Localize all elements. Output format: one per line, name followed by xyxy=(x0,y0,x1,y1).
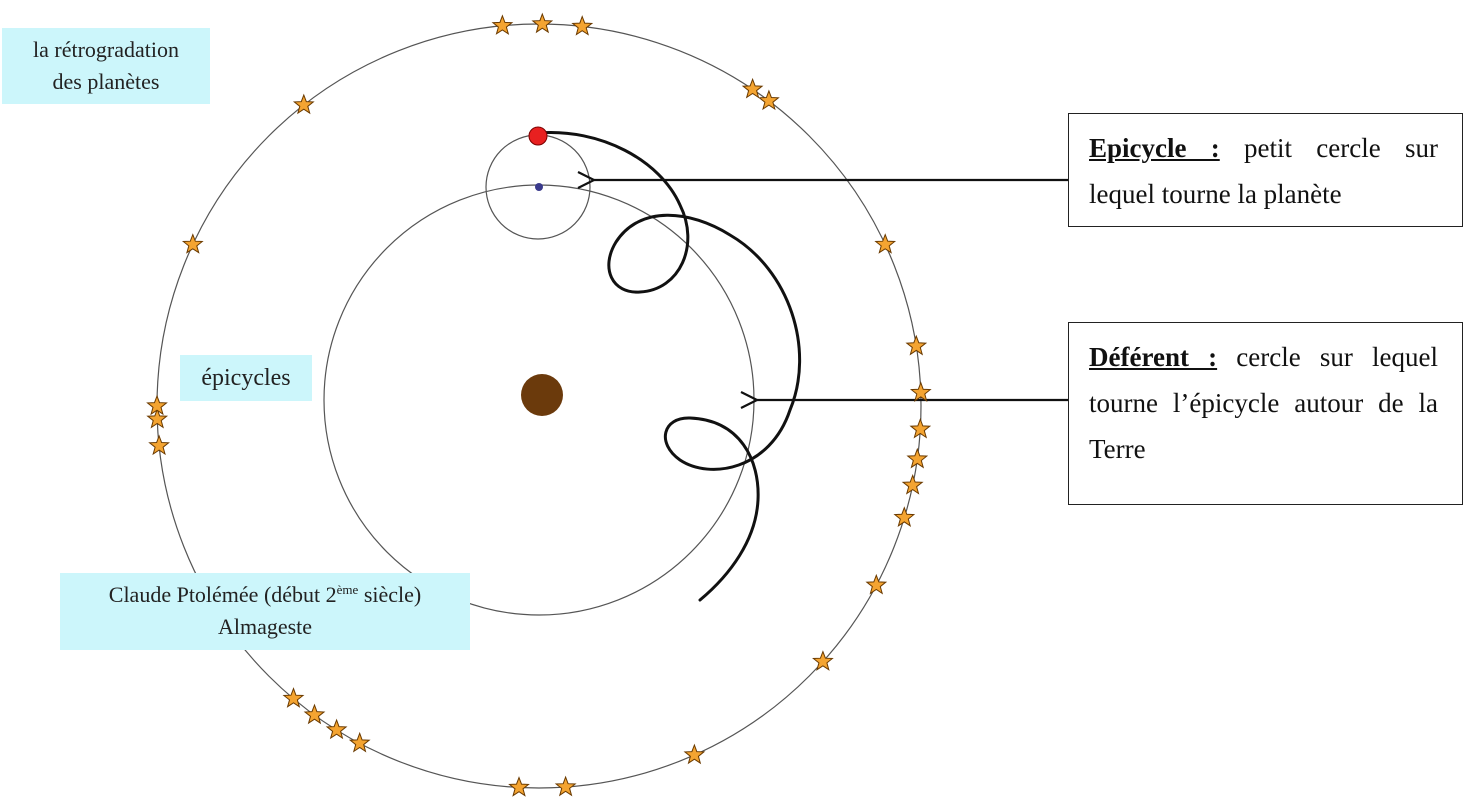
star-icon xyxy=(531,12,554,34)
star-icon xyxy=(905,334,928,356)
retrogradation-line1: la rétrogradation xyxy=(33,37,179,62)
deferent-text: cercle sur lequel tourne l’épicycle auto… xyxy=(1089,342,1439,464)
retrogradation-line2: des planètes xyxy=(52,69,160,94)
epicycles-label: épicycles xyxy=(180,355,312,401)
epicycle-text: petit cercle sur lequel tourne la planèt… xyxy=(1089,133,1438,209)
star-icon xyxy=(906,447,929,469)
star-icon xyxy=(901,473,924,495)
ptolemy-line1-post: siècle) xyxy=(358,582,422,607)
deferent-term: Déférent : xyxy=(1089,342,1218,372)
ptolemy-line2: Almageste xyxy=(217,614,313,639)
star-icon xyxy=(874,233,897,254)
star-icon xyxy=(508,776,530,797)
planet-trajectory xyxy=(536,130,802,602)
star-icon xyxy=(909,417,932,439)
star-icon xyxy=(571,15,594,36)
star-icon xyxy=(325,718,348,740)
star-icon xyxy=(292,93,315,115)
star-icon xyxy=(146,407,169,429)
ptolemy-line1-sup: ème xyxy=(336,582,359,597)
ptolemy-line1-pre: Claude Ptolémée (début 2 xyxy=(108,582,337,607)
ptolemy-label: Claude Ptolémée (début 2ème siècle) Alma… xyxy=(60,573,470,650)
star-icon xyxy=(909,381,932,402)
epicycle-center xyxy=(535,183,543,191)
epicycle-definition-box: Epicycle : petit cercle sur lequel tourn… xyxy=(1068,113,1463,227)
star-icon xyxy=(491,14,514,35)
planet-icon xyxy=(528,126,548,146)
star-icon xyxy=(554,775,577,797)
star-icon xyxy=(303,703,326,725)
star-icon xyxy=(146,394,168,416)
star-icon xyxy=(282,687,305,708)
star-icon xyxy=(181,233,204,254)
earth-icon xyxy=(521,374,563,416)
star-icon xyxy=(741,77,764,99)
star-icon xyxy=(348,731,371,753)
star-icon xyxy=(758,89,780,111)
deferent-definition-box: Déférent : cercle sur lequel tourne l’ép… xyxy=(1068,322,1463,505)
star-icon xyxy=(865,573,888,595)
fixed-stars xyxy=(146,12,932,797)
retrogradation-label: la rétrogradation des planètes xyxy=(2,28,210,104)
star-icon xyxy=(893,506,916,527)
star-icon xyxy=(148,434,170,456)
star-icon xyxy=(812,650,834,671)
epicycle-term: Epicycle : xyxy=(1089,133,1220,163)
star-icon xyxy=(683,743,706,765)
ptolemy-line1: Claude Ptolémée (début 2ème siècle) xyxy=(60,579,470,611)
